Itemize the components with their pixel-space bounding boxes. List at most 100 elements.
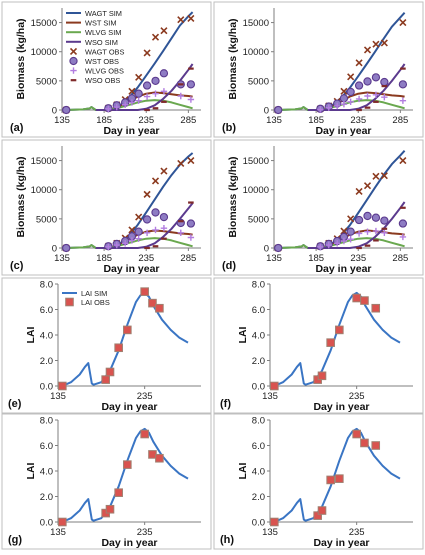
point-wlvg-obs xyxy=(399,233,407,241)
point-wst-obs xyxy=(371,73,381,82)
series-line-wlvg-sim xyxy=(66,99,193,111)
point-lai-obs xyxy=(123,325,132,335)
point-wagt-obs xyxy=(160,167,168,175)
point-wagt-obs xyxy=(160,27,168,35)
series-line-wlvg-sim xyxy=(278,237,405,249)
y-tick-label: 6.0 xyxy=(252,441,265,452)
point-wst-obs xyxy=(142,81,152,90)
point-wagt-obs xyxy=(363,46,372,54)
x-tick-label: 135 xyxy=(266,253,282,264)
panel-label: (g) xyxy=(8,534,22,546)
point-wst-obs xyxy=(62,243,71,253)
x-tick-label: 135 xyxy=(262,391,278,402)
point-wlvg-obs xyxy=(187,234,195,241)
legend-label-wlvg-obs: WLVG OBS xyxy=(85,67,124,76)
point-wso-obs xyxy=(364,244,371,247)
point-wagt-obs xyxy=(340,227,348,235)
x-tick-label: 235 xyxy=(137,527,153,538)
point-wso-obs xyxy=(356,108,362,112)
panel-frame xyxy=(1,139,212,276)
series-line-wso-sim xyxy=(95,202,194,249)
x-axis-label: Day in year xyxy=(103,125,159,137)
y-tick-label: 15000 xyxy=(243,156,269,167)
point-lai-obs xyxy=(58,517,67,527)
chart-panel-a: 0 5000 10000 15000 135 185 235 285 Day in year Bi… xyxy=(1,1,212,138)
point-wst-obs xyxy=(142,215,152,224)
y-tick-label: 10000 xyxy=(243,185,269,196)
point-wst-obs xyxy=(363,77,372,86)
y-tick-label: 10000 xyxy=(31,185,57,196)
point-lai-obs xyxy=(58,381,67,391)
x-tick-label: 135 xyxy=(54,115,70,126)
point-wlvg-obs xyxy=(135,97,142,104)
y-axis-label: Biomass (kg/ha) xyxy=(15,156,27,237)
x-tick-label: 235 xyxy=(137,391,153,402)
point-lai-obs xyxy=(313,511,322,520)
point-wagt-obs xyxy=(372,40,380,48)
y-tick-label: 2.0 xyxy=(40,492,53,503)
point-lai-obs xyxy=(317,371,327,381)
point-wst-obs xyxy=(151,76,160,86)
point-wagt-obs xyxy=(347,215,355,223)
panel-frame xyxy=(213,277,424,414)
x-tick-label: 285 xyxy=(392,115,408,126)
point-wlvg-obs xyxy=(105,105,112,113)
point-wagt-obs xyxy=(151,177,160,185)
y-tick-label: 4.0 xyxy=(40,467,53,478)
point-wlvg-obs xyxy=(381,229,388,237)
point-wlvg-obs xyxy=(381,93,388,101)
point-wso-obs xyxy=(188,201,194,204)
x-tick-label: 285 xyxy=(180,115,196,126)
y-tick-label: 0.0 xyxy=(252,518,265,529)
point-wagt-obs xyxy=(143,190,151,198)
point-wlvg-obs xyxy=(177,229,184,237)
point-wso-obs xyxy=(161,237,167,240)
point-lai-obs xyxy=(335,325,344,335)
point-lai-obs xyxy=(335,474,344,483)
point-wlvg-obs xyxy=(364,228,371,235)
legend-label-wlvg-sim: WLVG SIM xyxy=(85,28,121,37)
y-tick-label: 2.0 xyxy=(40,356,53,367)
panel-frame xyxy=(1,413,212,550)
point-wlvg-obs xyxy=(135,235,142,242)
point-wso-obs xyxy=(400,206,406,209)
chart-panel-b: 0 5000 10000 15000 135 185 235 285 Day in year Bi… xyxy=(213,1,424,138)
y-tick-label: 15000 xyxy=(31,18,57,29)
point-lai-obs xyxy=(155,303,164,313)
point-wst-obs xyxy=(186,219,196,228)
point-wlvg-obs xyxy=(160,88,168,95)
point-wlvg-obs xyxy=(105,243,112,251)
point-wst-obs xyxy=(346,87,355,97)
point-wst-obs xyxy=(339,94,349,103)
legend-label-wst-sim: WST SIM xyxy=(85,19,116,28)
y-tick-label: 5000 xyxy=(36,76,57,87)
y-tick-label: 5000 xyxy=(36,214,57,225)
y-tick-label: 8.0 xyxy=(40,280,53,291)
point-wagt-obs xyxy=(380,39,388,47)
point-wst-obs xyxy=(371,213,381,222)
panel-frame xyxy=(213,413,424,550)
y-axis-label: LAI xyxy=(25,462,37,479)
point-lai-obs xyxy=(140,429,149,439)
panel-frame xyxy=(1,277,212,414)
point-wst-obs xyxy=(186,80,196,89)
y-tick-label: 15000 xyxy=(243,18,269,29)
point-wlvg-obs xyxy=(113,103,120,111)
legend-swatch-lai-obs xyxy=(65,297,74,307)
y-tick-label: 0 xyxy=(264,244,269,255)
point-wso-obs xyxy=(144,108,150,112)
panel-label: (a) xyxy=(10,122,24,134)
point-wlvg-obs xyxy=(347,98,354,106)
point-wst-obs xyxy=(134,89,143,98)
y-tick-label: 6.0 xyxy=(40,441,53,452)
x-tick-label: 235 xyxy=(349,527,365,538)
series-line-wso-sim xyxy=(307,63,406,111)
point-lai-obs xyxy=(326,338,335,347)
point-wlvg-obs xyxy=(340,237,348,245)
point-lai-obs xyxy=(371,303,381,313)
y-tick-label: 4.0 xyxy=(252,331,265,342)
point-wlvg-obs xyxy=(333,102,341,110)
point-wlvg-obs xyxy=(325,241,332,249)
